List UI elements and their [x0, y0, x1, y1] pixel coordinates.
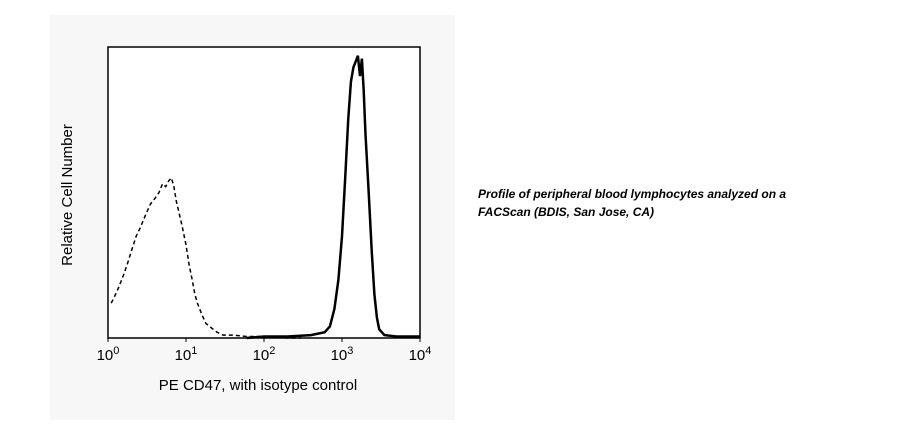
x-tick-base: 10 — [97, 347, 114, 364]
x-tick-exponent: 3 — [347, 345, 353, 357]
x-tick-base: 10 — [409, 347, 426, 364]
x-tick-base: 10 — [331, 347, 348, 364]
x-tick-label: 100 — [97, 345, 120, 364]
x-tick-label: 104 — [409, 345, 432, 364]
x-tick-exponent: 2 — [269, 345, 275, 357]
x-tick-base: 10 — [253, 347, 270, 364]
x-tick-label: 103 — [331, 345, 354, 364]
x-tick-exponent: 0 — [113, 345, 119, 357]
isotype-curve — [110, 176, 302, 339]
x-tick-exponent: 4 — [425, 345, 431, 357]
x-tick-label: 102 — [253, 345, 276, 364]
y-axis-label: Relative Cell Number — [59, 124, 76, 266]
x-tick-base: 10 — [175, 347, 192, 364]
x-tick-label: 101 — [175, 345, 198, 364]
caption: Profile of peripheral blood lymphocytes … — [478, 187, 787, 219]
x-tick-exponent: 1 — [191, 345, 197, 357]
stained-curve — [246, 55, 420, 340]
x-axis-label: PE CD47, with isotype control — [159, 377, 357, 394]
